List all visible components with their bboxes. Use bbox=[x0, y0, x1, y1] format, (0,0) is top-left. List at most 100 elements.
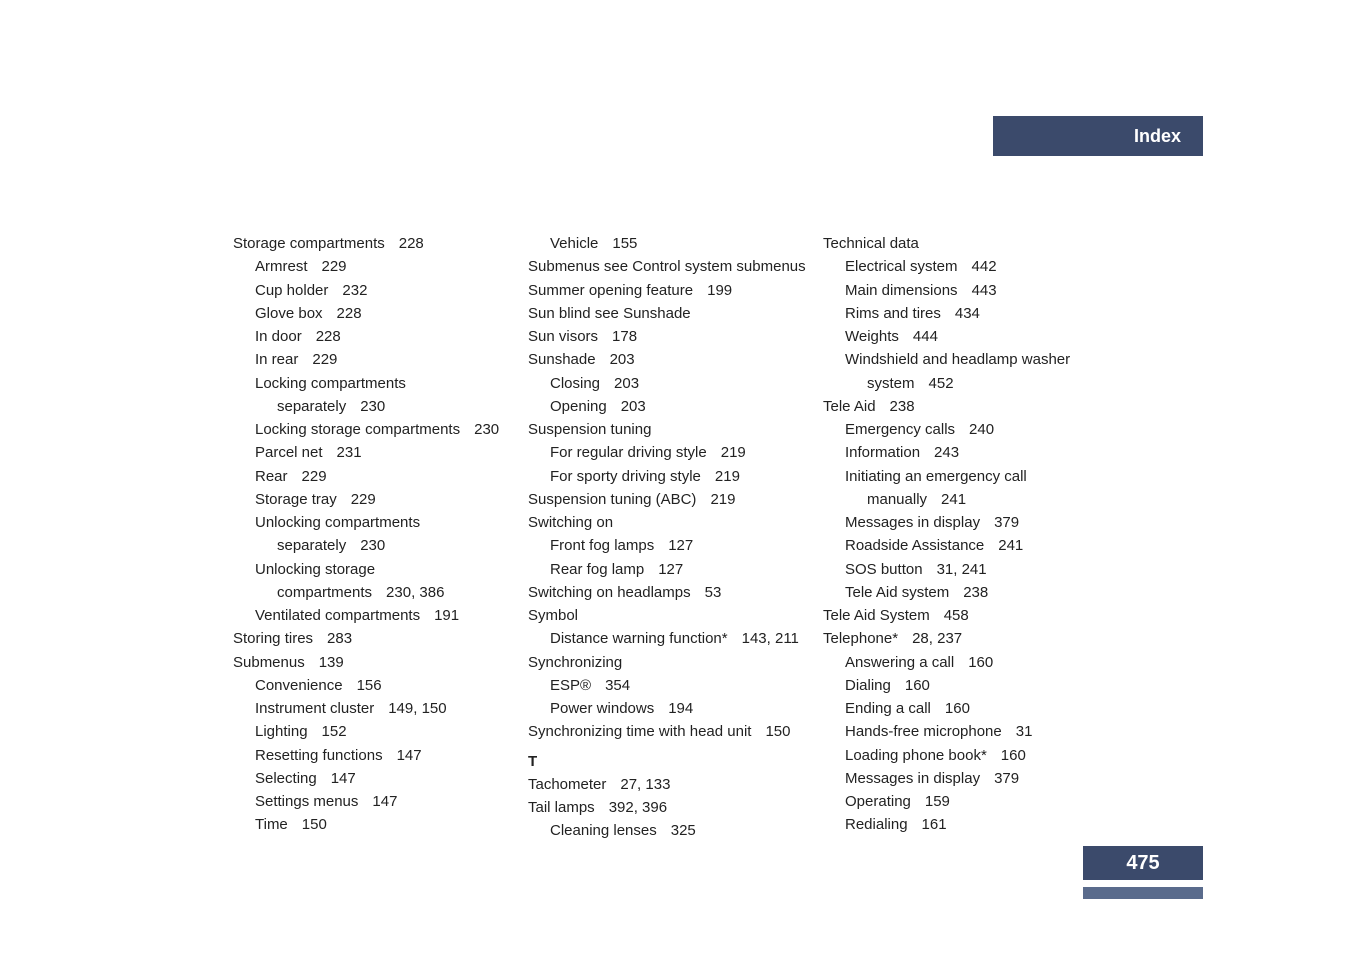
index-entry-page: 31 bbox=[1016, 723, 1033, 740]
index-entry: Roadside Assistance241 bbox=[823, 534, 1113, 557]
index-entry: separately 230 bbox=[233, 395, 528, 418]
index-entry-text: Messages in display bbox=[845, 770, 980, 787]
index-entry-page: 150 bbox=[302, 816, 327, 833]
index-entry-page: 191 bbox=[434, 607, 459, 624]
index-entry-text: Weights bbox=[845, 328, 899, 345]
index-entry: Answering a call160 bbox=[823, 651, 1113, 674]
index-entry-text: Synchronizing bbox=[528, 654, 622, 671]
index-entry: Telephone*28, 237 bbox=[823, 627, 1113, 650]
index-entry: Switching on headlamps53 bbox=[528, 581, 823, 604]
index-entry: Suspension tuning bbox=[528, 418, 823, 441]
index-entry-text: Armrest bbox=[255, 258, 308, 275]
index-entry-page: 203 bbox=[610, 351, 635, 368]
index-entry-text: Convenience bbox=[255, 677, 343, 694]
index-entry: Submenus 139 bbox=[233, 651, 528, 674]
index-entry-page: 147 bbox=[331, 770, 356, 787]
index-entry: Hands-free microphone31 bbox=[823, 720, 1113, 743]
index-entry: Loading phone book*160 bbox=[823, 744, 1113, 767]
index-entry: For regular driving style 219 bbox=[528, 441, 823, 464]
index-entry-page: 178 bbox=[612, 328, 637, 345]
index-entry-text: In door bbox=[255, 328, 302, 345]
index-entry: In rear229 bbox=[233, 348, 528, 371]
index-entry-text: Rims and tires bbox=[845, 305, 941, 322]
index-entry-page: 232 bbox=[342, 282, 367, 299]
index-entry: Redialing161 bbox=[823, 813, 1113, 836]
index-entry-text: Unlocking compartments bbox=[255, 514, 420, 531]
index-entry-text: separately bbox=[277, 537, 346, 554]
index-entry: Suspension tuning (ABC)219 bbox=[528, 488, 823, 511]
index-entry-text: Submenus bbox=[233, 654, 305, 671]
index-entry-text: Storage compartments bbox=[233, 235, 385, 252]
index-entry-text: system bbox=[867, 375, 915, 392]
index-entry-page: 150 bbox=[765, 723, 790, 740]
index-entry-page: 228 bbox=[399, 235, 424, 252]
index-entry-page: 230 bbox=[360, 537, 385, 554]
index-entry: Operating159 bbox=[823, 790, 1113, 813]
index-entry-page: 152 bbox=[322, 723, 347, 740]
index-entry-page: 53 bbox=[705, 584, 722, 601]
index-entry-text: For regular driving style bbox=[550, 444, 707, 461]
index-columns: Storage compartments228Armrest229Cup hol… bbox=[233, 232, 1113, 843]
index-entry-page: 219 bbox=[721, 444, 746, 461]
index-entry-text: Storing tires bbox=[233, 630, 313, 647]
index-entry-text: Suspension tuning (ABC) bbox=[528, 491, 696, 508]
index-entry-text: Dialing bbox=[845, 677, 891, 694]
index-column-2: Vehicle155 Submenus see Control system su… bbox=[528, 232, 823, 843]
index-entry-text: separately bbox=[277, 398, 346, 415]
index-entry: Locking compartments bbox=[233, 372, 528, 395]
index-entry-text: Electrical system bbox=[845, 258, 958, 275]
index-entry: Ending a call160 bbox=[823, 697, 1113, 720]
index-entry-page: 354 bbox=[605, 677, 630, 694]
index-entry-text: Submenus see Control system submenus bbox=[528, 258, 806, 275]
index-column-1: Storage compartments228Armrest229Cup hol… bbox=[233, 232, 528, 843]
index-entry-text: Redialing bbox=[845, 816, 908, 833]
index-entry: Rims and tires434 bbox=[823, 302, 1113, 325]
index-entry-text: Settings menus bbox=[255, 793, 358, 810]
index-entry-text: Glove box bbox=[255, 305, 323, 322]
index-entry-text: Tail lamps bbox=[528, 799, 595, 816]
index-entry: Lighting152 bbox=[233, 720, 528, 743]
index-entry-page: 203 bbox=[621, 398, 646, 415]
index-entry-page: 231 bbox=[337, 444, 362, 461]
index-entry-page: 194 bbox=[668, 700, 693, 717]
index-entry-text: Summer opening feature bbox=[528, 282, 693, 299]
index-entry-page: 159 bbox=[925, 793, 950, 810]
index-entry: Switching on bbox=[528, 511, 823, 534]
index-entry-page: 458 bbox=[944, 607, 969, 624]
index-entry-text: Instrument cluster bbox=[255, 700, 374, 717]
index-entry: Opening203 bbox=[528, 395, 823, 418]
index-entry: Ventilated compartments191 bbox=[233, 604, 528, 627]
index-entry-text: Tachometer bbox=[528, 776, 606, 793]
index-entry: Front fog lamps127 bbox=[528, 534, 823, 557]
index-entry-page: 229 bbox=[312, 351, 337, 368]
index-entry: SOS button31, 241 bbox=[823, 558, 1113, 581]
index-entry-page: 444 bbox=[913, 328, 938, 345]
index-entry-page: 127 bbox=[668, 537, 693, 554]
index-entry-page: 139 bbox=[319, 654, 344, 671]
page-number-badge: 475 bbox=[1083, 846, 1203, 880]
index-entry: Tail lamps392, 396 bbox=[528, 796, 823, 819]
index-entry: Electrical system442 bbox=[823, 255, 1113, 278]
index-entry-page: 160 bbox=[968, 654, 993, 671]
index-entry-text: Locking compartments bbox=[255, 375, 406, 392]
index-entry-page: 149, 150 bbox=[388, 700, 446, 717]
index-entry: compartments230, 386 bbox=[233, 581, 528, 604]
index-entry: Unlocking storage bbox=[233, 558, 528, 581]
index-entry-page: 243 bbox=[934, 444, 959, 461]
index-entry: Time150 bbox=[233, 813, 528, 836]
index-entry-text: Selecting bbox=[255, 770, 317, 787]
index-entry-text: Suspension tuning bbox=[528, 421, 651, 438]
index-entry: Initiating an emergency call bbox=[823, 465, 1113, 488]
index-entry-text: Resetting functions bbox=[255, 747, 383, 764]
index-entry-page: 199 bbox=[707, 282, 732, 299]
index-entry-page: 143, 211 bbox=[742, 630, 799, 647]
index-entry-page: 203 bbox=[614, 375, 639, 392]
index-entry: Vehicle155 bbox=[528, 232, 823, 255]
index-entry-page: 230 bbox=[360, 398, 385, 415]
index-entry-page: 219 bbox=[715, 468, 740, 485]
index-entry-page: 443 bbox=[972, 282, 997, 299]
index-entry-text: Switching on bbox=[528, 514, 613, 531]
index-entry: Emergency calls240 bbox=[823, 418, 1113, 441]
index-entry-page: 228 bbox=[316, 328, 341, 345]
index-entry-text: Windshield and headlamp washer bbox=[845, 351, 1070, 368]
